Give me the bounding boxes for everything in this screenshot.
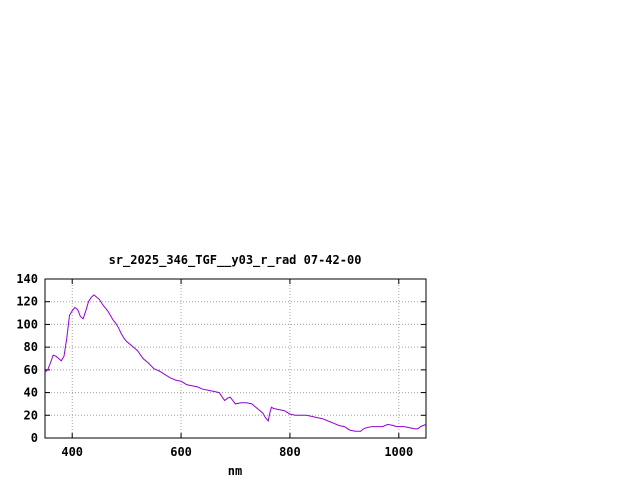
y-tick-label: 0 (31, 431, 38, 445)
y-tick-label: 120 (16, 295, 38, 309)
plot-frame (44, 278, 427, 439)
y-tick-label: 80 (24, 340, 38, 354)
grid-lines (45, 279, 426, 438)
x-axis-label: nm (228, 464, 242, 478)
y-tick-label: 40 (24, 386, 38, 400)
chart-title: sr_2025_346_TGF__y03_r_rad 07-42-00 (109, 253, 362, 268)
x-tick-label: 600 (170, 445, 192, 459)
y-tick-label: 20 (24, 408, 38, 422)
x-tick-label: 400 (61, 445, 83, 459)
tick-labels: 0 20 40 60 80 100 120 140 400 600 800 1000 (16, 272, 413, 459)
y-tick-label: 140 (16, 272, 38, 286)
x-tick-label: 1000 (384, 445, 413, 459)
y-tick-label: 60 (24, 363, 38, 377)
axis-ticks (45, 278, 426, 439)
x-tick-label: 800 (279, 445, 301, 459)
series-line (44, 294, 427, 432)
y-tick-label: 100 (16, 317, 38, 331)
